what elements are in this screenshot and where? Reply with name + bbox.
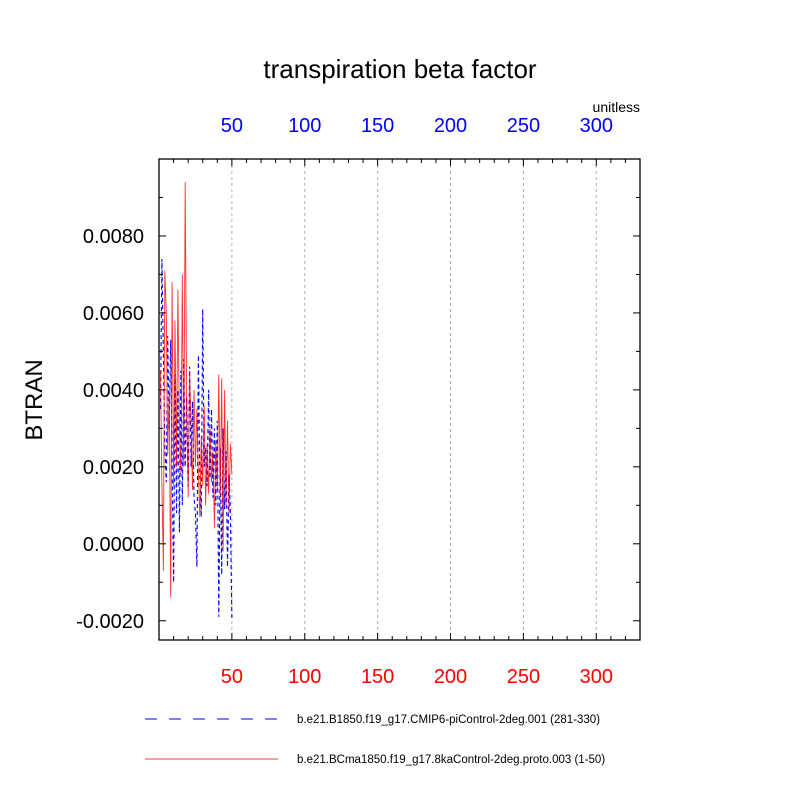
series-lines [159,182,233,621]
x-tick-label-top: 50 [221,115,243,137]
series-line-red [160,182,233,598]
legend-label-series-1: b.e21.B1850.f19_g17.CMIP6-piControl-2deg… [297,714,600,726]
axes: -0.0020 0.0000 0.0020 0.0040 0.0060 0.0080 50 5… [76,115,641,688]
units-label: unitless [593,99,640,115]
x-tick-label-top: 150 [361,115,394,137]
x-tick-label-top: 200 [434,115,467,137]
x-tick-label-bottom: 150 [361,666,394,688]
legend: b.e21.B1850.f19_g17.CMIP6-piControl-2deg… [145,714,605,766]
x-tick-label-bottom: 300 [580,666,613,688]
y-tick-label: 0.0000 [83,534,144,556]
x-tick-label-top: 300 [580,115,613,137]
y-tick-label: 0.0080 [83,226,144,248]
y-tick-label: 0.0020 [83,457,144,479]
y-axis-label: BTRAN [21,359,48,440]
x-tick-label-bottom: 200 [434,666,467,688]
plot-frame [158,158,641,641]
legend-label-series-2: b.e21.BCma1850.f19_g17.8kaControl-2deg.p… [297,754,605,766]
y-tick-label: -0.0020 [76,611,144,633]
x-tick-label-bottom: 50 [221,666,243,688]
x-tick-label-bottom: 100 [288,666,321,688]
x-tick-label-top: 100 [288,115,321,137]
x-tick-label-top: 250 [507,115,540,137]
chart-title: transpiration beta factor [263,54,536,84]
x-tick-label-bottom: 250 [507,666,540,688]
grid-lines [231,159,597,640]
y-tick-label: 0.0060 [83,303,144,325]
y-tick-label: 0.0040 [83,380,144,402]
